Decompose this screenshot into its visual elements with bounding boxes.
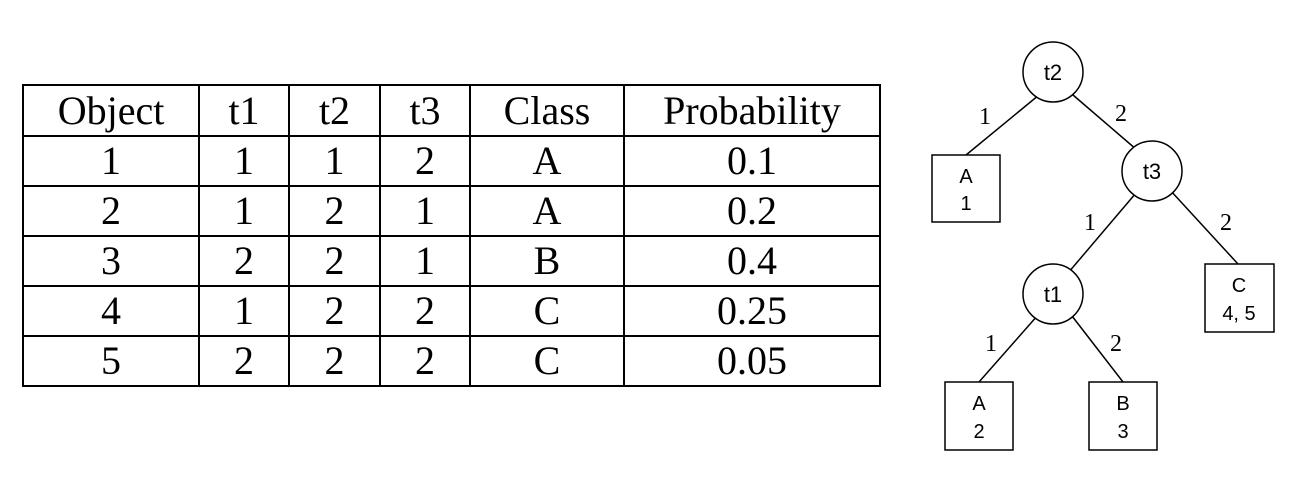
node-t2 <box>1022 41 1084 103</box>
cell-t3: 1 <box>379 185 471 237</box>
leaf-c45 <box>1204 263 1275 333</box>
table-row: 5 2 2 2 C 0.05 <box>22 335 881 387</box>
leaf-a1-objects: 1 <box>960 193 971 215</box>
cell-object: 3 <box>22 235 200 287</box>
leaf-a1 <box>931 154 1001 223</box>
leaf-c45-class: C <box>1232 275 1246 297</box>
cell-probability: 0.25 <box>623 285 881 337</box>
cell-t2: 2 <box>288 235 381 287</box>
cell-probability: 0.1 <box>623 135 881 187</box>
leaf-c45-objects: 4, 5 <box>1222 303 1255 325</box>
header-t2: t2 <box>288 84 381 137</box>
cell-object: 5 <box>22 335 200 387</box>
cell-t3: 2 <box>379 135 471 187</box>
edge-label-t1-left: 1 <box>985 331 997 357</box>
table-row: 4 1 2 2 C 0.25 <box>22 285 881 337</box>
edge-t2-a1 <box>965 94 1040 156</box>
table-row: 1 1 1 2 A 0.1 <box>22 135 881 187</box>
table-header-row: Object t1 t2 t3 Class Probability <box>22 84 881 137</box>
cell-t1: 2 <box>198 335 290 387</box>
cell-probability: 0.4 <box>623 235 881 287</box>
leaf-a2-objects: 2 <box>973 421 984 443</box>
edge-label-t3-right: 2 <box>1220 210 1232 236</box>
cell-t3: 2 <box>379 285 471 337</box>
edge-label-t3-left: 1 <box>1084 210 1096 236</box>
node-t1-label: t1 <box>1044 282 1062 307</box>
header-probability: Probability <box>623 84 881 137</box>
cell-class: C <box>469 285 625 337</box>
cell-object: 4 <box>22 285 200 337</box>
cell-class: C <box>469 335 625 387</box>
table-body: 1 1 1 2 A 0.1 2 1 2 1 A 0.2 3 2 2 1 B 0.4 4 1 2 2 C 0.25 5 2 2 2 C 0.… <box>22 135 881 387</box>
cell-class: A <box>469 185 625 237</box>
cell-object: 2 <box>22 185 200 237</box>
edge-t1-b3 <box>1071 315 1124 383</box>
cell-class: B <box>469 235 625 287</box>
edge-t3-c45 <box>1169 189 1239 265</box>
cell-probability: 0.05 <box>623 335 881 387</box>
header-object: Object <box>22 84 200 137</box>
node-t1 <box>1022 263 1084 325</box>
edge-t2-t3 <box>1072 94 1138 151</box>
node-t2-label: t2 <box>1044 60 1062 85</box>
cell-t2: 1 <box>288 135 381 187</box>
edge-t3-t1 <box>1067 192 1137 274</box>
leaf-b3-objects: 3 <box>1117 421 1128 443</box>
leaf-b3-class: B <box>1116 393 1129 415</box>
cell-t2: 2 <box>288 335 381 387</box>
header-class: Class <box>469 84 625 137</box>
cell-object: 1 <box>22 135 200 187</box>
table-row: 2 1 2 1 A 0.2 <box>22 185 881 237</box>
cell-t1: 1 <box>198 135 290 187</box>
node-t3 <box>1121 140 1183 202</box>
cell-t1: 2 <box>198 235 290 287</box>
edge-label-t2-right: 2 <box>1115 101 1127 127</box>
header-t3: t3 <box>379 84 471 137</box>
edge-label-t1-right: 2 <box>1110 331 1122 357</box>
node-t3-label: t3 <box>1143 159 1161 184</box>
table-row: 3 2 2 1 B 0.4 <box>22 235 881 287</box>
leaf-a1-class: A <box>959 166 973 188</box>
cell-t1: 1 <box>198 285 290 337</box>
cell-t3: 2 <box>379 335 471 387</box>
cell-t2: 2 <box>288 285 381 337</box>
cell-t2: 2 <box>288 185 381 237</box>
leaf-b3 <box>1088 381 1158 451</box>
cell-class: A <box>469 135 625 187</box>
header-t1: t1 <box>198 84 290 137</box>
cell-t3: 1 <box>379 235 471 287</box>
cell-t1: 1 <box>198 185 290 237</box>
leaf-a2 <box>944 381 1014 451</box>
edge-label-t2-left: 1 <box>979 104 991 130</box>
edge-t1-a2 <box>978 314 1039 383</box>
cell-probability: 0.2 <box>623 185 881 237</box>
leaf-a2-class: A <box>972 393 986 415</box>
